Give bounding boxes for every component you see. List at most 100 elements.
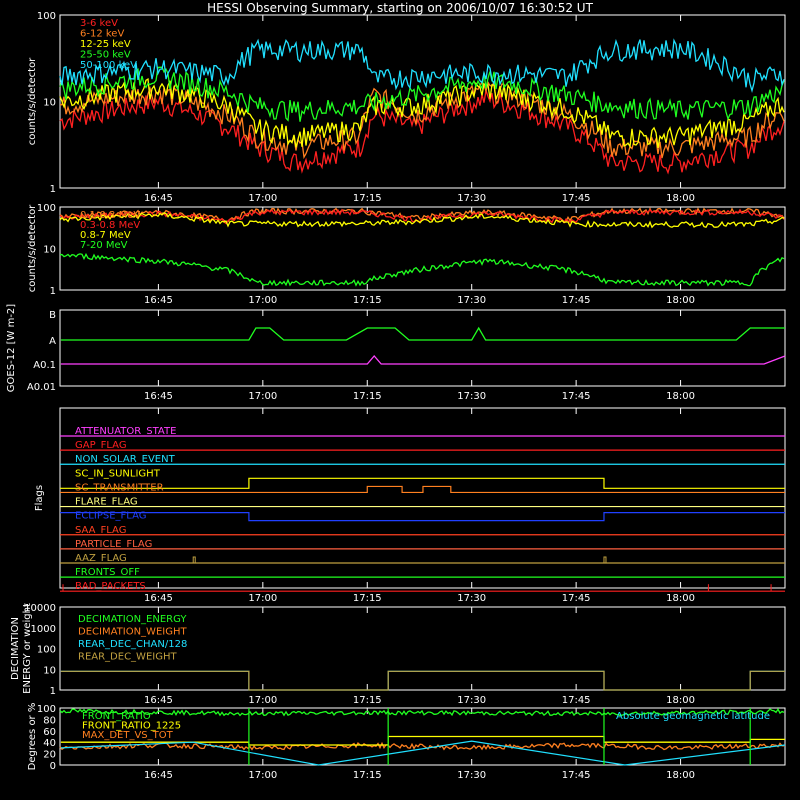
- x-tick-label: 17:30: [457, 770, 486, 781]
- x-tick-label: 16:45: [144, 193, 173, 204]
- y-axis-label: GOES-12 [W m-2]: [6, 304, 17, 392]
- x-tick-label: 17:15: [353, 391, 382, 402]
- x-tick-label: 17:30: [457, 193, 486, 204]
- x-tick-label: 17:30: [457, 593, 486, 604]
- flag-line: [60, 477, 785, 489]
- y-axis-label: DECIMATION: [10, 617, 21, 680]
- x-tick-label: 17:15: [353, 193, 382, 204]
- x-tick-label: 17:45: [562, 391, 591, 402]
- y-tick-label: 0: [50, 761, 56, 772]
- flag-label: ATTENUATOR_STATE: [75, 426, 176, 437]
- chart-title: HESSI Observing Summary, starting on 200…: [207, 1, 593, 15]
- panel-4: 16:45 17:00 17:15 17:30 17:45 18:00 Flags ATTEN…: [34, 407, 786, 604]
- legend-entry: 0.1-0.3 MeV: [80, 210, 140, 221]
- series-line: [59, 741, 785, 751]
- legend-entry: MAX_DET_VS_TOT: [82, 730, 174, 741]
- x-tick-label: 17:15: [353, 295, 382, 306]
- legend-entry: 3-6 keV: [80, 18, 118, 29]
- panel-frame: [59, 707, 786, 766]
- legend-entry: DECIMATION_WEIGHT: [78, 627, 187, 638]
- y-tick-label: 10: [43, 665, 56, 676]
- series-line: [59, 66, 785, 122]
- flag-label: BAD_PACKETS: [75, 581, 146, 592]
- y-tick-label: 100: [37, 203, 56, 214]
- panel-5: 16:45 17:00 17:15 17:30 17:45 18:00 1 10 100 1000…: [10, 603, 786, 706]
- flag-label: FRONTS_OFF: [75, 567, 140, 578]
- flag-spike: [603, 556, 607, 563]
- series-line: [60, 326, 785, 341]
- x-tick-label: 16:45: [144, 391, 173, 402]
- flag-label: AAZ_FLAG: [75, 553, 127, 564]
- x-tick-label: 18:00: [666, 593, 695, 604]
- y-tick-label: B: [49, 310, 56, 321]
- panel-frame: [59, 14, 786, 189]
- x-tick-label: 18:00: [666, 770, 695, 781]
- x-tick-label: 17:45: [562, 295, 591, 306]
- x-tick-label: 17:00: [248, 593, 277, 604]
- flag-spike: [192, 556, 196, 563]
- series-line: [59, 208, 785, 225]
- x-tick-label: 18:00: [666, 695, 695, 706]
- panel-frame: [59, 206, 786, 291]
- y-axis-label: counts/s/detector: [27, 204, 38, 292]
- flag-label: ECLIPSE_FLAG: [75, 511, 146, 522]
- flag-label: SC_IN_SUNLIGHT: [75, 468, 161, 479]
- x-tick-label: 17:00: [248, 295, 277, 306]
- y-tick-label: 10000: [24, 603, 56, 614]
- legend-entry: FRONT_RATIO: [82, 711, 151, 722]
- legend-entry: 50-100 keV: [80, 60, 137, 71]
- flag-label: FLARE_FLAG: [75, 497, 138, 508]
- panel-frame: [59, 407, 786, 589]
- annotation-label: Absolute geomagnetic latitude: [616, 711, 770, 722]
- x-tick-label: 18:00: [666, 391, 695, 402]
- series-line: [59, 252, 785, 287]
- series-line: [59, 78, 785, 149]
- y-tick-label: 10: [43, 98, 56, 109]
- y-tick-label: 1000: [31, 624, 56, 635]
- x-tick-label: 17:30: [457, 295, 486, 306]
- legend-entry: FRONT_RATIO_1225: [82, 721, 181, 732]
- legend-entry: 6-12 keV: [80, 29, 124, 40]
- y-tick-label: 80: [43, 715, 56, 726]
- latitude-line: [60, 740, 786, 766]
- series-line: [59, 212, 785, 229]
- panel-3: 16:45 17:00 17:15 17:30 17:45 18:00 B A A0.1 A0.0…: [6, 304, 786, 402]
- x-tick-label: 18:00: [666, 295, 695, 306]
- panel-frame: [59, 309, 786, 387]
- x-tick-label: 17:30: [457, 391, 486, 402]
- x-tick-label: 17:00: [248, 391, 277, 402]
- legend-entry: DECIMATION_ENERGY: [78, 614, 187, 625]
- y-tick-label: 1: [50, 686, 56, 697]
- panel-6: 16:45 17:00 17:15 17:30 17:45 18:00 0204060801…: [27, 703, 786, 781]
- series-line: [60, 670, 785, 691]
- series-line: [60, 355, 786, 365]
- x-tick-label: 17:30: [457, 695, 486, 706]
- x-tick-label: 16:45: [144, 770, 173, 781]
- x-tick-label: 16:45: [144, 593, 173, 604]
- panel-1: 16:45 17:00 17:15 17:30 17:45 18:00 1 10 100 coun…: [27, 11, 786, 204]
- y-tick-label: 60: [43, 727, 56, 738]
- legend-entry: REAR_DEC_CHAN/128: [78, 639, 187, 650]
- y-tick-label: 40: [43, 738, 56, 749]
- x-tick-label: 18:00: [666, 193, 695, 204]
- y-axis-label: counts/s/detector: [27, 57, 38, 145]
- x-tick-label: 17:45: [562, 593, 591, 604]
- panels-layer: 16:45 17:00 17:15 17:30 17:45 18:00110100coun…: [6, 11, 786, 781]
- legend-entry: 0.3-0.8 MeV: [80, 220, 140, 231]
- x-tick-label: 17:15: [353, 770, 382, 781]
- y-tick-label: 20: [43, 750, 56, 761]
- y-tick-label: 10: [43, 245, 56, 256]
- y-tick-label: 100: [37, 704, 56, 715]
- x-tick-label: 17:45: [562, 695, 591, 706]
- y-tick-label: A: [49, 336, 56, 347]
- flag-label: SAA_FLAG: [75, 525, 126, 536]
- series-line: [59, 90, 785, 175]
- y-tick-label: A0.1: [33, 360, 56, 371]
- x-tick-label: 17:15: [353, 695, 382, 706]
- legend-entry: 7-20 MeV: [80, 240, 128, 251]
- x-tick-label: 16:45: [144, 295, 173, 306]
- x-tick-label: 17:00: [248, 695, 277, 706]
- panel-frame: [59, 606, 786, 691]
- panel-2: 16:45 17:00 17:15 17:30 17:45 18:00 1 10 100coun…: [27, 203, 786, 306]
- flag-label: PARTICLE_FLAG: [75, 539, 152, 550]
